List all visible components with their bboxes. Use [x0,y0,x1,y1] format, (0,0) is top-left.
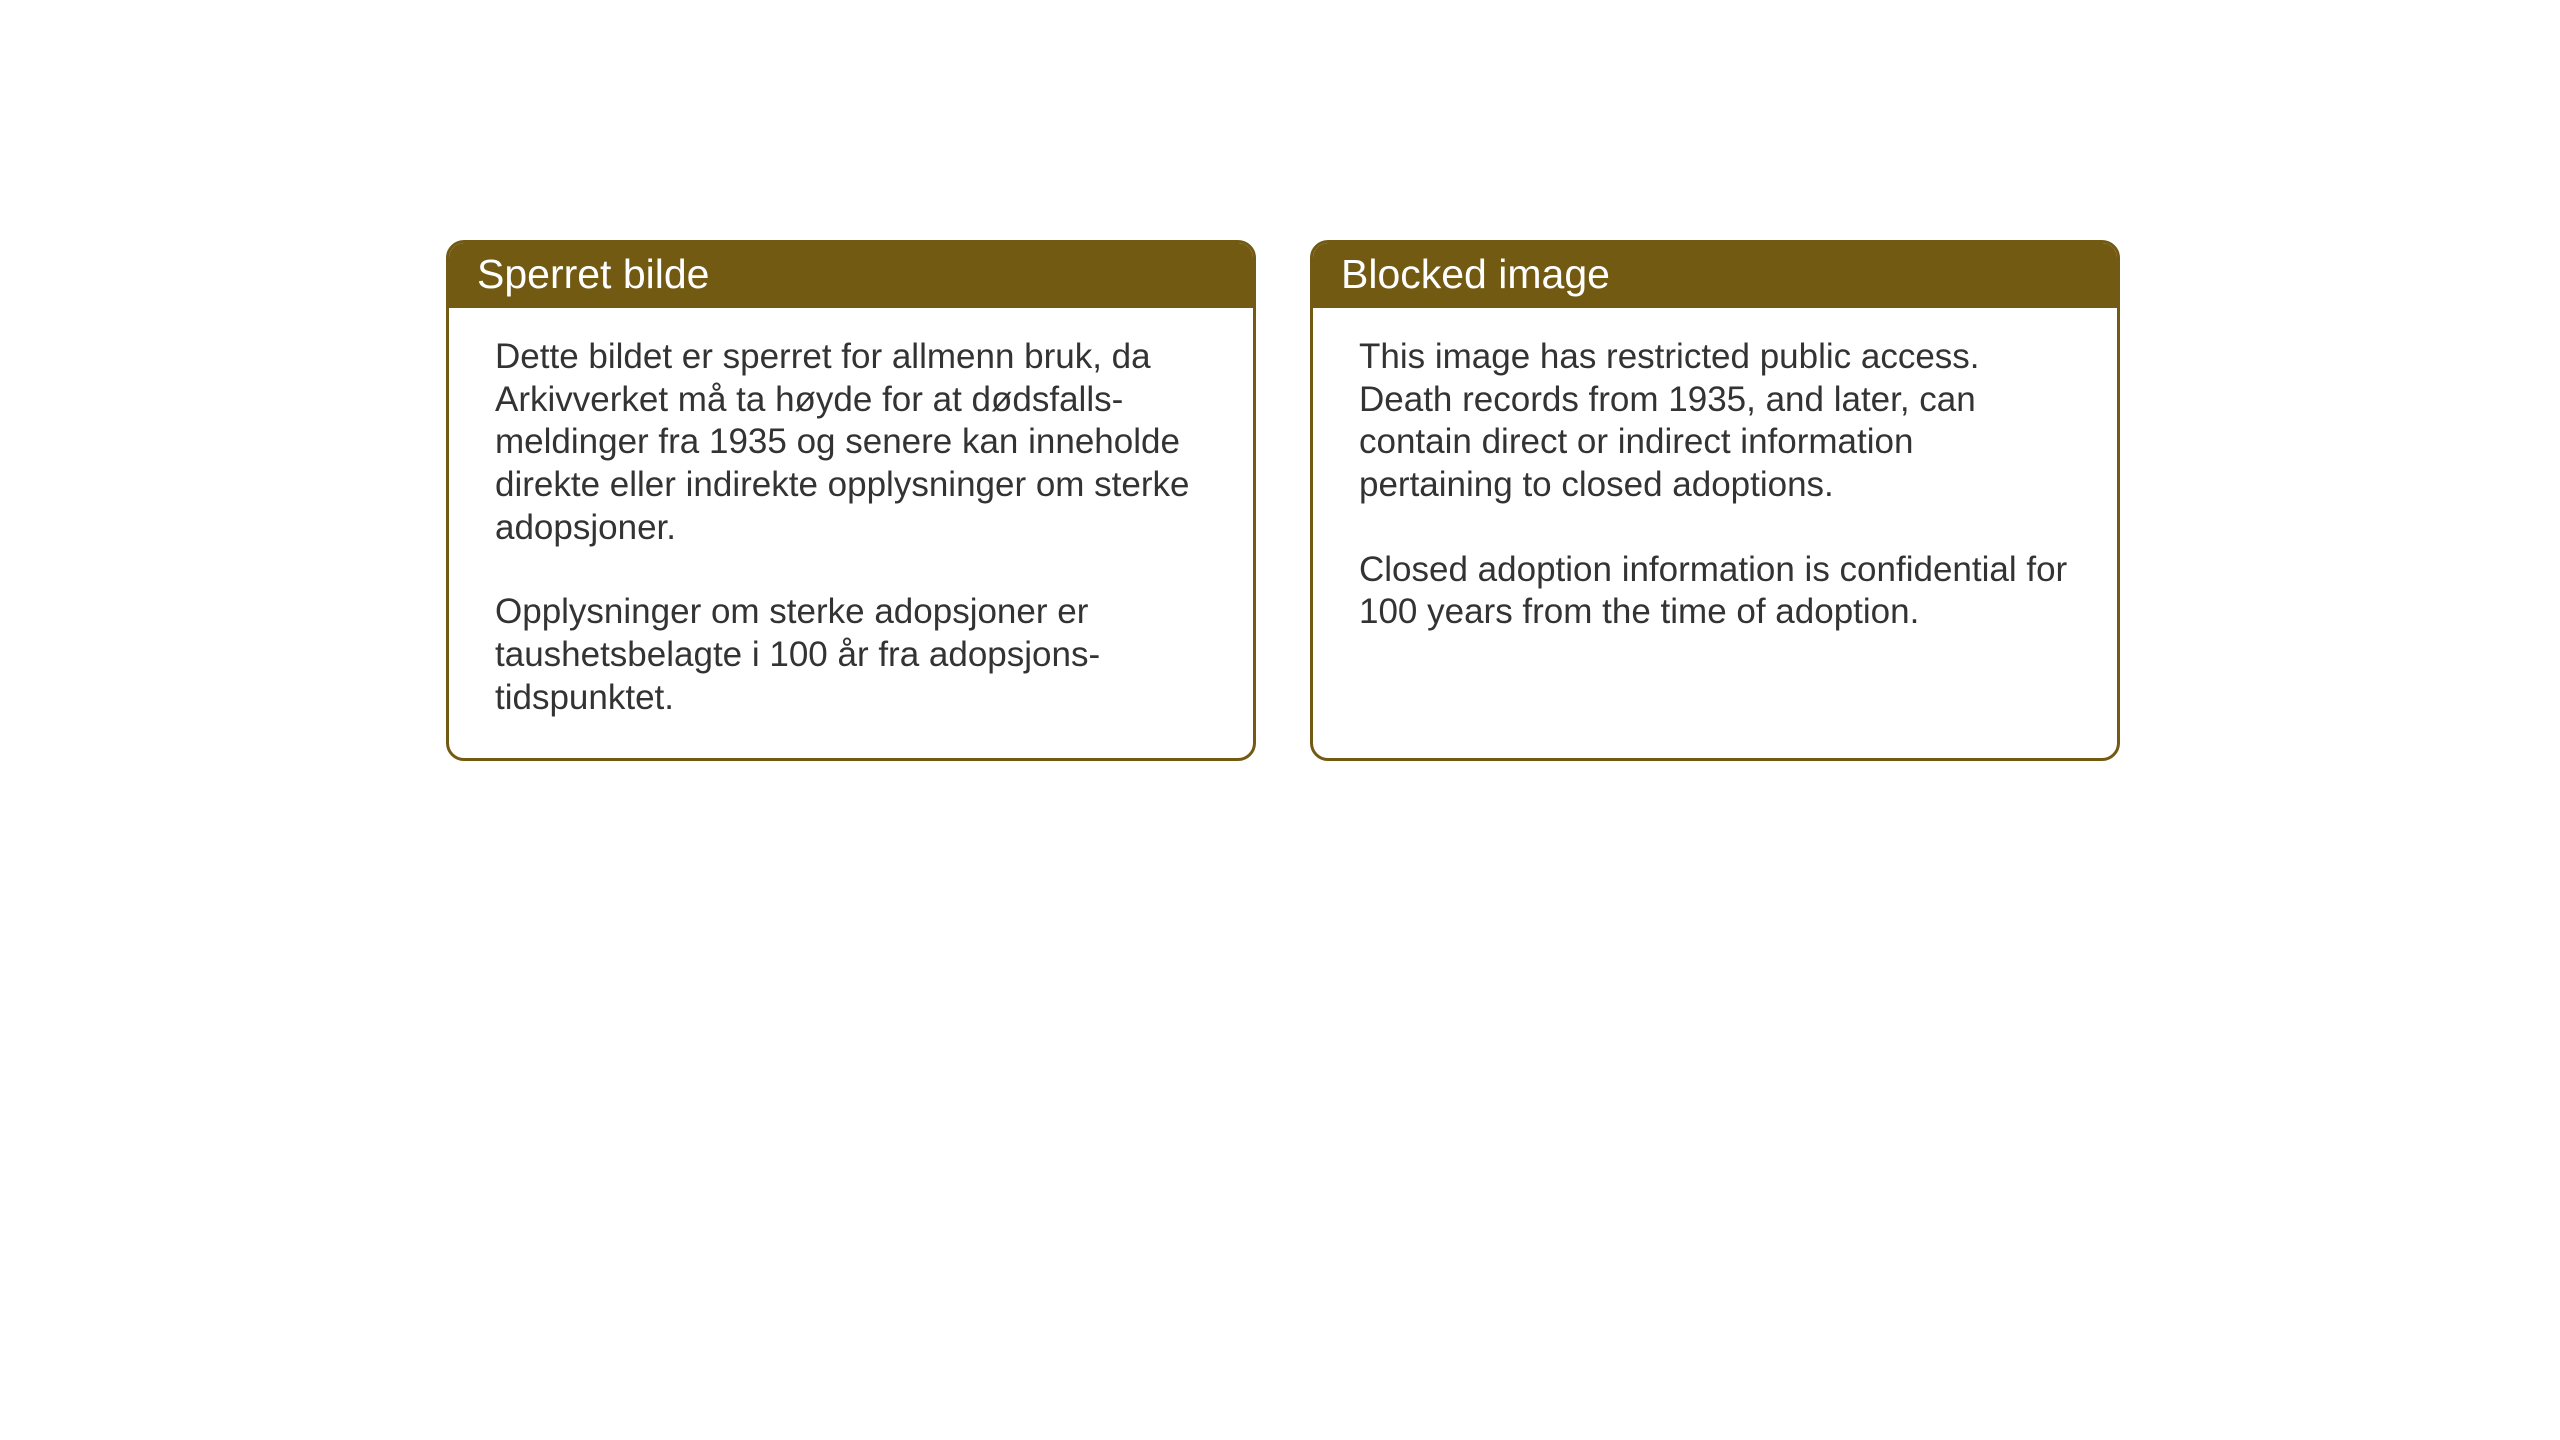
notice-cards-container: Sperret bilde Dette bildet er sperret fo… [446,240,2120,761]
card-body-english: This image has restricted public access.… [1313,308,2117,702]
card-paragraph: Opplysninger om sterke adopsjoner er tau… [495,591,1207,719]
notice-card-english: Blocked image This image has restricted … [1310,240,2120,761]
card-header-english: Blocked image [1313,243,2117,308]
card-paragraph: This image has restricted public access.… [1359,336,2071,507]
card-paragraph: Dette bildet er sperret for allmenn bruk… [495,336,1207,549]
card-paragraph: Closed adoption information is confident… [1359,549,2071,634]
card-body-norwegian: Dette bildet er sperret for allmenn bruk… [449,308,1253,758]
notice-card-norwegian: Sperret bilde Dette bildet er sperret fo… [446,240,1256,761]
card-header-norwegian: Sperret bilde [449,243,1253,308]
